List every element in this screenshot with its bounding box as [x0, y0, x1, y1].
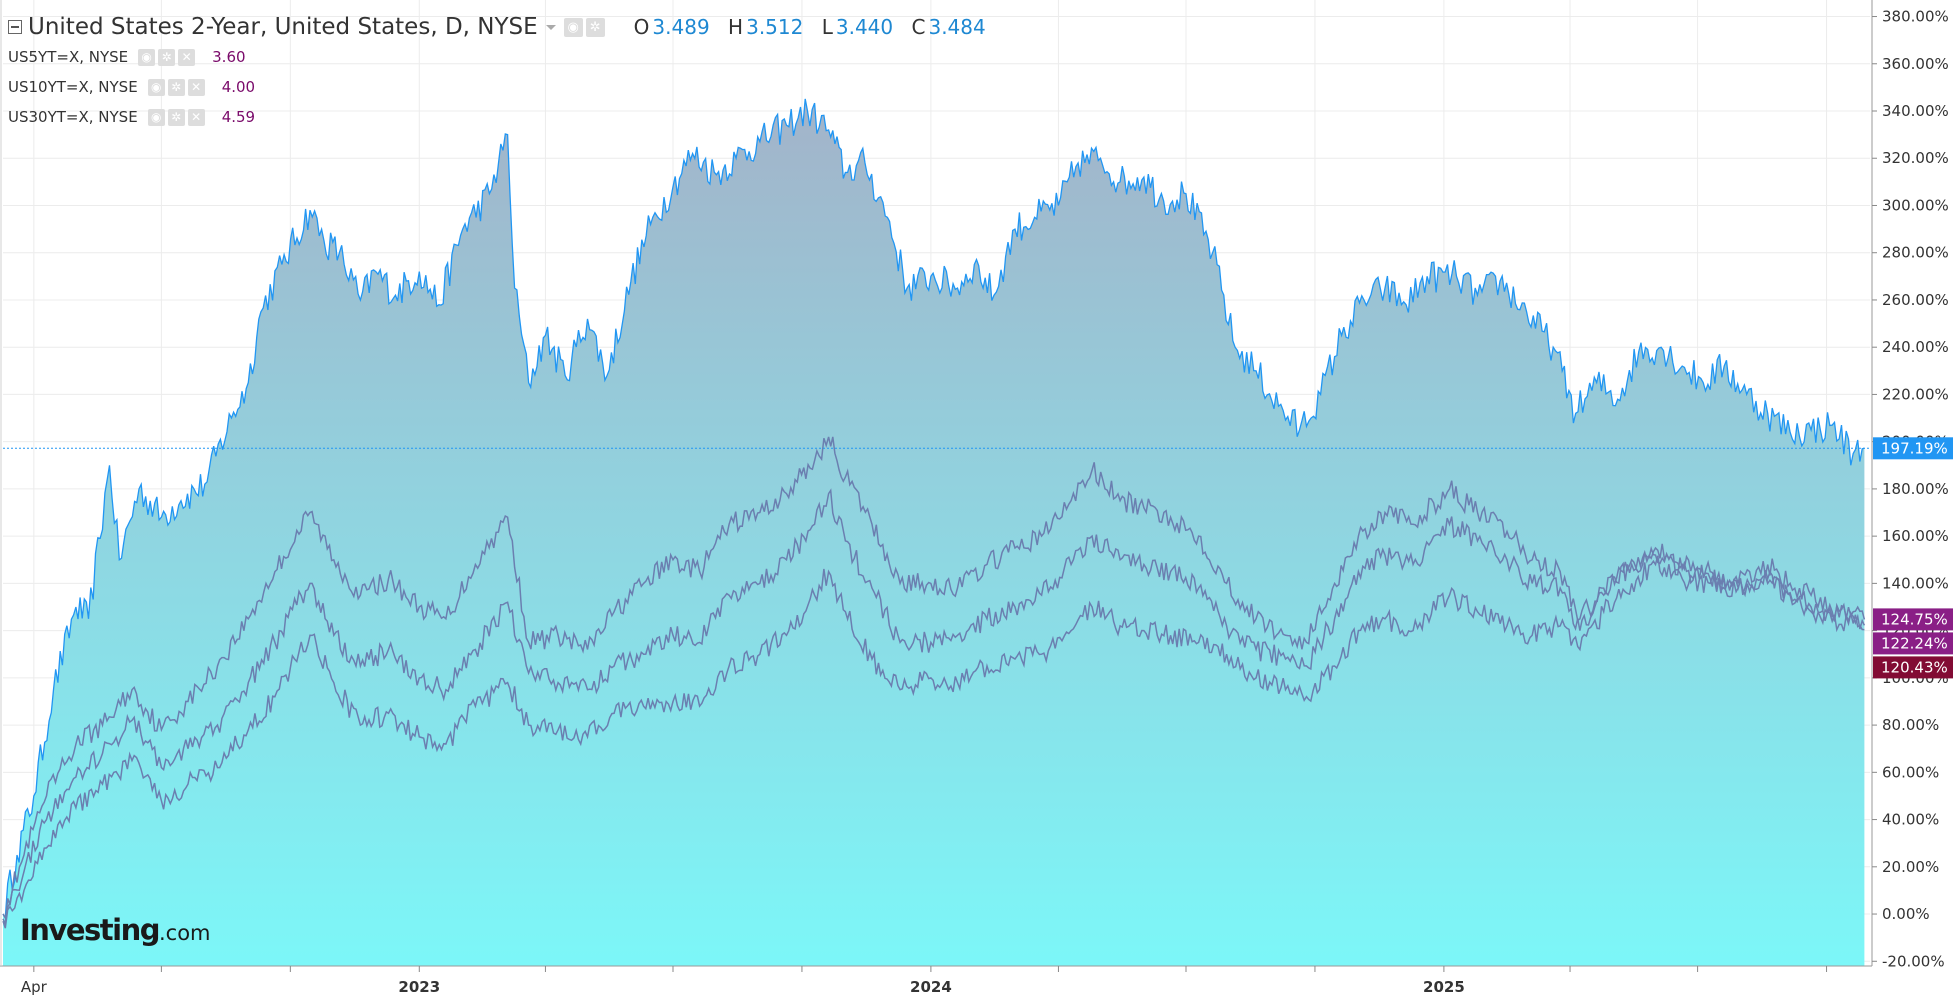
- gear-icon[interactable]: ✲: [585, 17, 605, 37]
- y-tick-label: 320.00%: [1882, 149, 1949, 167]
- chart-legend: United States 2-Year, United States, D, …: [8, 12, 986, 132]
- y-tick-label: 0.00%: [1882, 905, 1930, 923]
- comparison-series: [2, 436, 1866, 929]
- eye-icon[interactable]: ◉: [563, 17, 583, 37]
- y-tick-label: 40.00%: [1882, 811, 1939, 829]
- x-tick-label: 2023: [398, 978, 440, 996]
- x-tick-label: 2024: [910, 978, 952, 996]
- last-value-label: 197.19%: [1881, 439, 1948, 457]
- logo-suffix: .com: [159, 921, 211, 945]
- x-tick-label: 2025: [1423, 978, 1465, 996]
- svg-text:Investing.com: Investing.com: [20, 913, 211, 947]
- y-axis[interactable]: -20.00%0.00%20.00%40.00%60.00%80.00%100.…: [1872, 8, 1949, 971]
- y-tick-label: 220.00%: [1882, 385, 1949, 403]
- comparison-value: 3.60: [212, 48, 246, 66]
- y-tick-label: 140.00%: [1882, 574, 1949, 592]
- eye-icon[interactable]: ◉: [147, 78, 165, 96]
- gear-icon[interactable]: ✲: [167, 108, 185, 126]
- y-tick-label: 360.00%: [1882, 55, 1949, 73]
- y-tick-label: 260.00%: [1882, 291, 1949, 309]
- plot-frame: [0, 0, 1873, 967]
- close-icon[interactable]: ✕: [187, 78, 205, 96]
- y-tick-label: 240.00%: [1882, 338, 1949, 356]
- x-axis[interactable]: Apr 2023 2024 2025: [21, 966, 1828, 996]
- ohlc-open-value: 3.489: [652, 15, 710, 39]
- ohlc-open-key: O: [633, 15, 650, 39]
- last-value-badge: [1873, 656, 1953, 679]
- comparison-legend-row: US30YT=X, NYSE ◉ ✲ ✕ 4.59: [8, 102, 986, 132]
- y-tick-label: 60.00%: [1882, 763, 1939, 781]
- y-tick-label: 380.00%: [1882, 8, 1949, 26]
- y-tick-label: 180.00%: [1882, 480, 1949, 498]
- last-value-labels: 197.19% 124.75% 122.24% 120.43%: [1873, 437, 1953, 679]
- y-tick-label: 340.00%: [1882, 102, 1949, 120]
- close-icon[interactable]: ✕: [187, 108, 205, 126]
- ohlc-low-value: 3.440: [835, 15, 894, 39]
- comparison-name[interactable]: US5YT=X, NYSE: [8, 48, 129, 66]
- last-value-badge: [1873, 608, 1953, 631]
- last-value-badge: [1873, 632, 1953, 655]
- main-series-title[interactable]: United States 2-Year, United States, D, …: [28, 14, 538, 40]
- comparison-line-3: [2, 555, 1865, 929]
- main-series-line: [2, 98, 1865, 920]
- ohlc-low-key: L: [821, 15, 833, 39]
- gear-icon[interactable]: ✲: [158, 48, 176, 66]
- comparison-line-1: [2, 436, 1866, 921]
- eye-icon[interactable]: ◉: [138, 48, 156, 66]
- ohlc-close-value: 3.484: [928, 15, 986, 39]
- ohlc-high-value: 3.512: [746, 15, 804, 39]
- comparison-legend-row: US10YT=X, NYSE ◉ ✲ ✕ 4.00: [8, 72, 986, 102]
- investing-logo: Investing.com: [20, 913, 211, 947]
- ohlc-high-key: H: [728, 15, 744, 39]
- last-value-badge: [1873, 437, 1953, 460]
- comparison-name[interactable]: US30YT=X, NYSE: [8, 108, 138, 126]
- y-tick-label: 300.00%: [1882, 196, 1949, 214]
- main-area-fill: [3, 98, 1865, 966]
- comparison-value: 4.59: [221, 108, 256, 126]
- collapse-legend-icon[interactable]: [8, 20, 22, 34]
- y-tick-label: 20.00%: [1882, 858, 1939, 876]
- gear-icon[interactable]: ✲: [167, 78, 185, 96]
- ohlc-close-key: C: [911, 15, 926, 39]
- y-tick-label: 160.00%: [1882, 527, 1949, 545]
- comparison-value: 4.00: [221, 78, 256, 96]
- last-value-label: 124.75%: [1881, 610, 1948, 628]
- close-icon[interactable]: ✕: [178, 48, 196, 66]
- comparison-legend-row: US5YT=X, NYSE ◉ ✲ ✕ 3.60: [8, 42, 986, 72]
- y-tick-label: 80.00%: [1882, 716, 1939, 734]
- last-value-label: 122.24%: [1881, 634, 1948, 652]
- y-tick-label: -20.00%: [1882, 952, 1945, 970]
- chevron-down-icon[interactable]: [545, 24, 556, 30]
- y-tick-label: 280.00%: [1882, 244, 1949, 262]
- eye-icon[interactable]: ◉: [147, 108, 165, 126]
- x-tick-label: Apr: [21, 978, 48, 996]
- comparison-line-2: [2, 488, 1866, 927]
- last-value-label: 120.43%: [1881, 658, 1948, 676]
- main-area-series: [2, 98, 1865, 966]
- main-series-legend: United States 2-Year, United States, D, …: [8, 12, 986, 42]
- ohlc-values: O 3.489 H 3.512 L 3.440 C 3.484: [622, 15, 986, 39]
- comparison-name[interactable]: US10YT=X, NYSE: [8, 78, 138, 96]
- logo-brand: Investing: [20, 913, 159, 947]
